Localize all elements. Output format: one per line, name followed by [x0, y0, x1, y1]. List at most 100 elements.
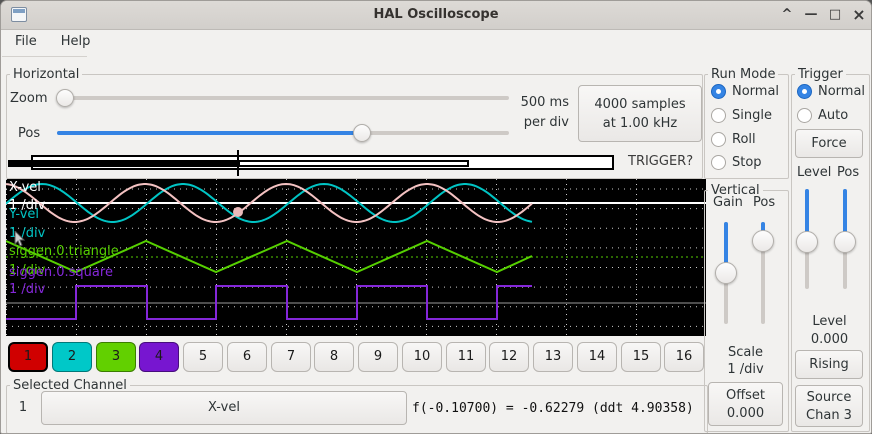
run-mode-option-normal[interactable]: Normal — [711, 83, 779, 99]
time-per-div-units: per div — [523, 115, 569, 130]
radio-icon — [711, 83, 726, 99]
slider-fill — [57, 131, 363, 135]
vertical-pos-slider[interactable] — [752, 222, 774, 324]
scope-ch1-name: X-vel — [9, 180, 41, 195]
trigger-level-readout-label: Level — [812, 314, 847, 329]
selected-channel-number: 1 — [18, 400, 28, 415]
scope-ch3-name: siggen.0.triangle — [9, 244, 119, 259]
trigger-mode-option-label: Normal — [818, 83, 866, 99]
channel-button-7[interactable]: 7 — [271, 342, 311, 372]
radio-icon — [797, 83, 812, 99]
scope-ch4-name: siggen.0.square — [9, 265, 113, 280]
channel-button-2[interactable]: 2 — [52, 342, 92, 372]
offset-label: Offset — [725, 388, 766, 403]
channel-button-4[interactable]: 4 — [139, 342, 179, 372]
channel-button-15[interactable]: 15 — [621, 342, 661, 372]
channel-button-12[interactable]: 12 — [489, 342, 529, 372]
trigger-edge-button[interactable]: Rising — [795, 350, 863, 379]
titlebar[interactable]: HAL Oscilloscope ^ — □ × — [1, 1, 871, 30]
shade-icon[interactable]: ^ — [781, 7, 793, 22]
record-filled-segment — [8, 160, 238, 167]
horizontal-pos-slider[interactable] — [57, 124, 509, 142]
trigger-mode-option-auto[interactable]: Auto — [797, 107, 848, 123]
channel-button-16[interactable]: 16 — [664, 342, 704, 372]
trigger-source-button[interactable]: Source Chan 3 — [795, 385, 863, 427]
vertical-gain-slider[interactable] — [715, 222, 737, 324]
hpos-label: Pos — [18, 126, 41, 141]
channel-button-3[interactable]: 3 — [96, 342, 136, 372]
gain-label: Gain — [713, 195, 743, 210]
trigger-pos-label: Pos — [837, 165, 860, 180]
run-mode-option-single[interactable]: Single — [711, 107, 772, 123]
record-window-segment — [238, 160, 469, 167]
run-mode-option-label: Single — [732, 107, 772, 123]
minimize-icon[interactable]: — — [804, 7, 818, 22]
sample-count-label: 4000 samples — [594, 97, 686, 112]
slider-handle[interactable] — [834, 231, 856, 253]
sample-rate-label: at 1.00 kHz — [602, 116, 678, 131]
close-icon[interactable]: × — [852, 5, 866, 24]
vpos-label: Pos — [753, 195, 776, 210]
window-title: HAL Oscilloscope — [373, 7, 499, 22]
channel-button-9[interactable]: 9 — [358, 342, 398, 372]
radio-icon — [711, 154, 726, 170]
trigger-mode-option-normal[interactable]: Normal — [797, 83, 865, 99]
function-readout: f(-0.10700) = -0.62279 (ddt 4.90358) — [412, 401, 694, 416]
slider-handle[interactable] — [353, 124, 371, 142]
scope-ch4-scale: 1 /div — [9, 282, 46, 297]
slider-handle[interactable] — [796, 231, 818, 253]
trigger-frame-label: Trigger — [795, 67, 846, 82]
channel-button-6[interactable]: 6 — [227, 342, 267, 372]
radio-icon — [711, 131, 726, 147]
offset-button[interactable]: Offset 0.000 — [708, 382, 783, 426]
slider-handle[interactable] — [752, 230, 774, 252]
slider-fill — [843, 189, 847, 242]
menu-item-file[interactable]: File — [15, 34, 37, 49]
slider-track[interactable] — [57, 96, 509, 100]
channel-button-8[interactable]: 8 — [314, 342, 354, 372]
trigger-pos-slider[interactable] — [834, 189, 856, 289]
slider-track[interactable] — [761, 222, 765, 324]
menu-item-help[interactable]: Help — [60, 34, 91, 49]
trigger-source-value: Chan 3 — [806, 408, 852, 423]
channel-button-11[interactable]: 11 — [446, 342, 486, 372]
trigger-source-label: Source — [806, 390, 852, 405]
scope-canvas — [6, 179, 706, 336]
run-mode-option-stop[interactable]: Stop — [711, 154, 762, 170]
trigger-position-marker — [237, 150, 239, 176]
run-mode-option-roll[interactable]: Roll — [711, 131, 756, 147]
channel-button-10[interactable]: 10 — [402, 342, 442, 372]
slider-handle[interactable] — [715, 262, 737, 284]
maximize-icon[interactable]: □ — [828, 7, 842, 22]
trigger-level-slider[interactable] — [796, 189, 818, 289]
app-icon — [11, 7, 27, 22]
channel-name-button[interactable]: X-vel — [41, 391, 407, 425]
radio-icon — [797, 107, 812, 123]
channel-button-5[interactable]: 5 — [183, 342, 223, 372]
radio-icon — [711, 107, 726, 123]
menubar-divider — [2, 56, 87, 57]
horizontal-zoom-slider[interactable] — [56, 89, 509, 107]
trigger-level-label: Level — [797, 165, 832, 180]
menubar: File Help — [1, 30, 871, 56]
scope-ch3-scale: 1 /div — [9, 263, 46, 278]
sample-rate-button[interactable]: 4000 samples at 1.00 kHz — [578, 85, 702, 142]
force-button[interactable]: Force — [795, 129, 863, 158]
run-mode-option-label: Normal — [732, 83, 780, 99]
trigger-status-label: TRIGGER? — [628, 154, 694, 169]
mouse-cursor-icon — [14, 231, 26, 247]
slider-handle[interactable] — [56, 89, 74, 107]
channel-button-13[interactable]: 13 — [533, 342, 573, 372]
slider-fill — [724, 222, 728, 273]
scope-ch2-name: Y-vel — [9, 207, 40, 222]
channel-button-14[interactable]: 14 — [577, 342, 617, 372]
channel-button-1[interactable]: 1 — [8, 342, 48, 372]
time-per-div-readout: 500 ms per div — [505, 93, 569, 133]
scale-readout-value: 1 /div — [727, 362, 764, 377]
scope-display[interactable]: X-vel 1 /div Y-vel 1 /div siggen.0.trian… — [6, 179, 706, 336]
trigger-mode-option-label: Auto — [818, 107, 849, 123]
scope-ch1-scale: 1 /div — [9, 198, 46, 213]
horizontal-frame-label: Horizontal — [10, 67, 83, 82]
scale-readout-label: Scale — [728, 345, 763, 360]
